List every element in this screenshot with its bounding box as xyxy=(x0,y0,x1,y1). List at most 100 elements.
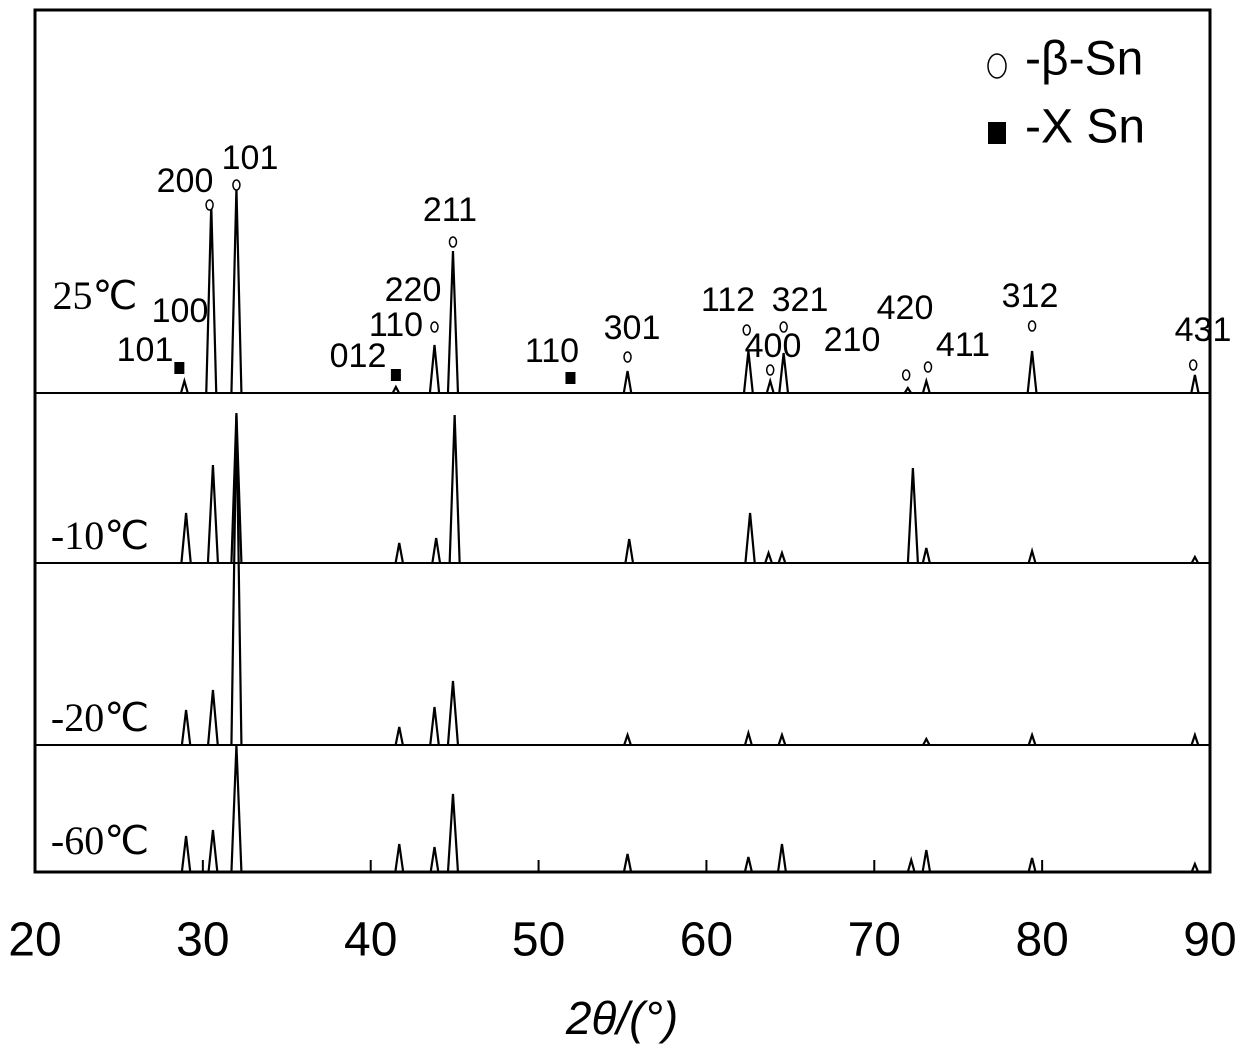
peak xyxy=(230,412,243,564)
peak-label: 110 xyxy=(525,332,579,370)
legend-label: -β-Sn xyxy=(1025,33,1143,86)
peak xyxy=(446,680,460,746)
peak xyxy=(1026,350,1038,394)
phase-marker xyxy=(779,321,788,333)
peak xyxy=(764,549,773,564)
peak xyxy=(429,846,440,873)
peak xyxy=(624,538,635,564)
peak xyxy=(743,728,753,746)
phase-marker xyxy=(232,179,241,191)
phase-marker xyxy=(623,351,632,363)
peak xyxy=(765,376,775,394)
peak xyxy=(446,793,460,873)
trace-label: -10℃ xyxy=(51,513,149,558)
peak xyxy=(906,855,916,873)
peak-label: 321 xyxy=(772,281,829,319)
peak xyxy=(623,731,632,746)
peak-label: 301 xyxy=(604,309,661,347)
peak xyxy=(1027,857,1037,873)
peak-label: 200 xyxy=(157,162,214,200)
peak xyxy=(180,835,192,873)
peak xyxy=(446,250,460,394)
peak-label: 220 xyxy=(385,271,442,309)
peak xyxy=(180,512,192,564)
phase-marker xyxy=(448,236,458,248)
peak-label: 411 xyxy=(936,326,990,364)
peak-label: 420 xyxy=(877,289,934,327)
phase-marker xyxy=(390,369,401,381)
peak-label: 100 xyxy=(152,292,209,330)
peak xyxy=(777,731,787,746)
peak xyxy=(206,464,220,564)
peak xyxy=(431,537,442,564)
peak-label: 101 xyxy=(222,139,279,177)
x-tick-label: 40 xyxy=(344,914,397,967)
phase-marker xyxy=(1188,359,1198,371)
peak xyxy=(179,376,189,394)
trace-label: 25℃ xyxy=(53,273,138,318)
peak xyxy=(921,849,932,873)
peak xyxy=(1190,861,1200,873)
peak xyxy=(230,414,243,746)
phase-marker xyxy=(1027,320,1037,332)
peak-label: 312 xyxy=(1002,277,1059,315)
x-tick-label: 50 xyxy=(512,914,565,967)
peak-label: 110 xyxy=(369,306,423,344)
phase-marker xyxy=(565,372,576,384)
peak xyxy=(394,843,405,873)
peak xyxy=(921,376,931,394)
peak xyxy=(394,542,404,564)
peak xyxy=(622,370,633,394)
trace-label: -60℃ xyxy=(51,818,149,863)
peak xyxy=(429,706,440,746)
peak-label: 012 xyxy=(330,337,387,375)
phase-marker xyxy=(765,364,775,376)
peak-label: 400 xyxy=(745,327,802,365)
peak xyxy=(906,467,919,564)
peak xyxy=(180,709,192,746)
peak xyxy=(394,726,404,746)
peak xyxy=(230,187,243,394)
peak xyxy=(778,352,790,394)
peak xyxy=(1190,731,1200,746)
peak xyxy=(742,350,754,394)
x-tick-label: 20 xyxy=(8,914,61,967)
phase-marker xyxy=(901,369,911,381)
peak-label: 211 xyxy=(423,191,477,229)
phase-marker xyxy=(742,324,751,336)
x-tick-label: 60 xyxy=(680,914,733,967)
peak xyxy=(206,689,219,746)
peak xyxy=(922,736,931,746)
peak-label: 101 xyxy=(117,331,174,369)
peak xyxy=(921,547,931,564)
x-axis-label: 2θ/(°) xyxy=(565,992,678,1044)
peak xyxy=(744,512,756,564)
peak xyxy=(776,843,787,873)
peak-label: 112 xyxy=(701,281,755,319)
phase-marker xyxy=(205,199,214,211)
phase-marker xyxy=(174,362,185,374)
peak xyxy=(391,384,401,394)
peak xyxy=(1190,554,1200,564)
peak xyxy=(1190,374,1200,394)
peak xyxy=(230,744,243,873)
peak xyxy=(207,829,219,873)
peak xyxy=(777,549,787,564)
phase-marker xyxy=(923,361,933,373)
peak xyxy=(743,856,753,873)
peak xyxy=(1027,546,1037,564)
legend-marker xyxy=(988,122,1006,144)
legend-label: -X Sn xyxy=(1025,101,1145,154)
peak-label: 210 xyxy=(824,321,881,359)
peak xyxy=(428,344,441,394)
legend-marker xyxy=(987,53,1007,79)
peak-label: 431 xyxy=(1175,311,1232,349)
x-tick-label: 30 xyxy=(176,914,229,967)
peak xyxy=(448,414,461,564)
peak xyxy=(903,385,912,394)
peak xyxy=(622,853,633,873)
phase-marker xyxy=(430,321,439,333)
x-tick-label: 90 xyxy=(1183,914,1236,967)
peak xyxy=(1027,731,1037,746)
